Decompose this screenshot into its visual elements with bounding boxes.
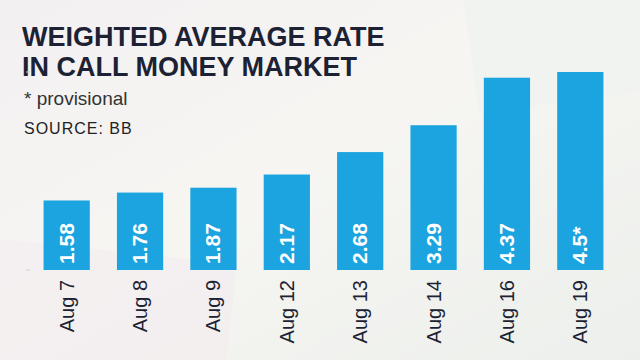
category-label: Aug 12 — [276, 280, 298, 343]
category-label: Aug 16 — [496, 280, 518, 343]
chart: WEIGHTED AVERAGE RATEIN CALL MONEY MARKE… — [0, 0, 640, 360]
data-label: 1.58 — [55, 223, 78, 264]
category-label: Aug 19 — [569, 280, 591, 343]
title: WEIGHTED AVERAGE RATEIN CALL MONEY MARKE… — [22, 22, 385, 82]
data-label: 3.29 — [422, 223, 445, 264]
data-label: 4.5* — [568, 226, 591, 264]
title-line: WEIGHTED AVERAGE RATE — [22, 22, 385, 52]
category-label: Aug 7 — [56, 280, 78, 332]
data-label: 1.76 — [128, 223, 151, 264]
bar — [117, 193, 163, 270]
data-label: 2.68 — [348, 223, 371, 264]
bar — [190, 188, 236, 270]
category-label: Aug 9 — [202, 280, 224, 332]
data-label: 2.17 — [275, 223, 298, 264]
category-label: Aug 13 — [349, 280, 371, 343]
subtitle: * provisional — [24, 88, 128, 109]
y-tick — [26, 270, 30, 271]
title-line: IN CALL MONEY MARKET — [22, 52, 358, 82]
source: SOURCE: BB — [24, 120, 133, 137]
bar — [557, 72, 603, 270]
bar — [264, 175, 310, 270]
bars — [44, 72, 604, 270]
category-label: Aug 14 — [423, 280, 445, 343]
bar — [44, 200, 90, 270]
data-label: 4.37 — [495, 223, 518, 264]
overlay-panel — [0, 0, 640, 360]
bar — [410, 125, 456, 270]
data-label: 1.87 — [201, 223, 224, 264]
y-tick — [26, 72, 30, 73]
category-label: Aug 8 — [129, 280, 151, 332]
background — [0, 0, 640, 360]
bar — [337, 152, 383, 270]
bar — [484, 78, 530, 270]
